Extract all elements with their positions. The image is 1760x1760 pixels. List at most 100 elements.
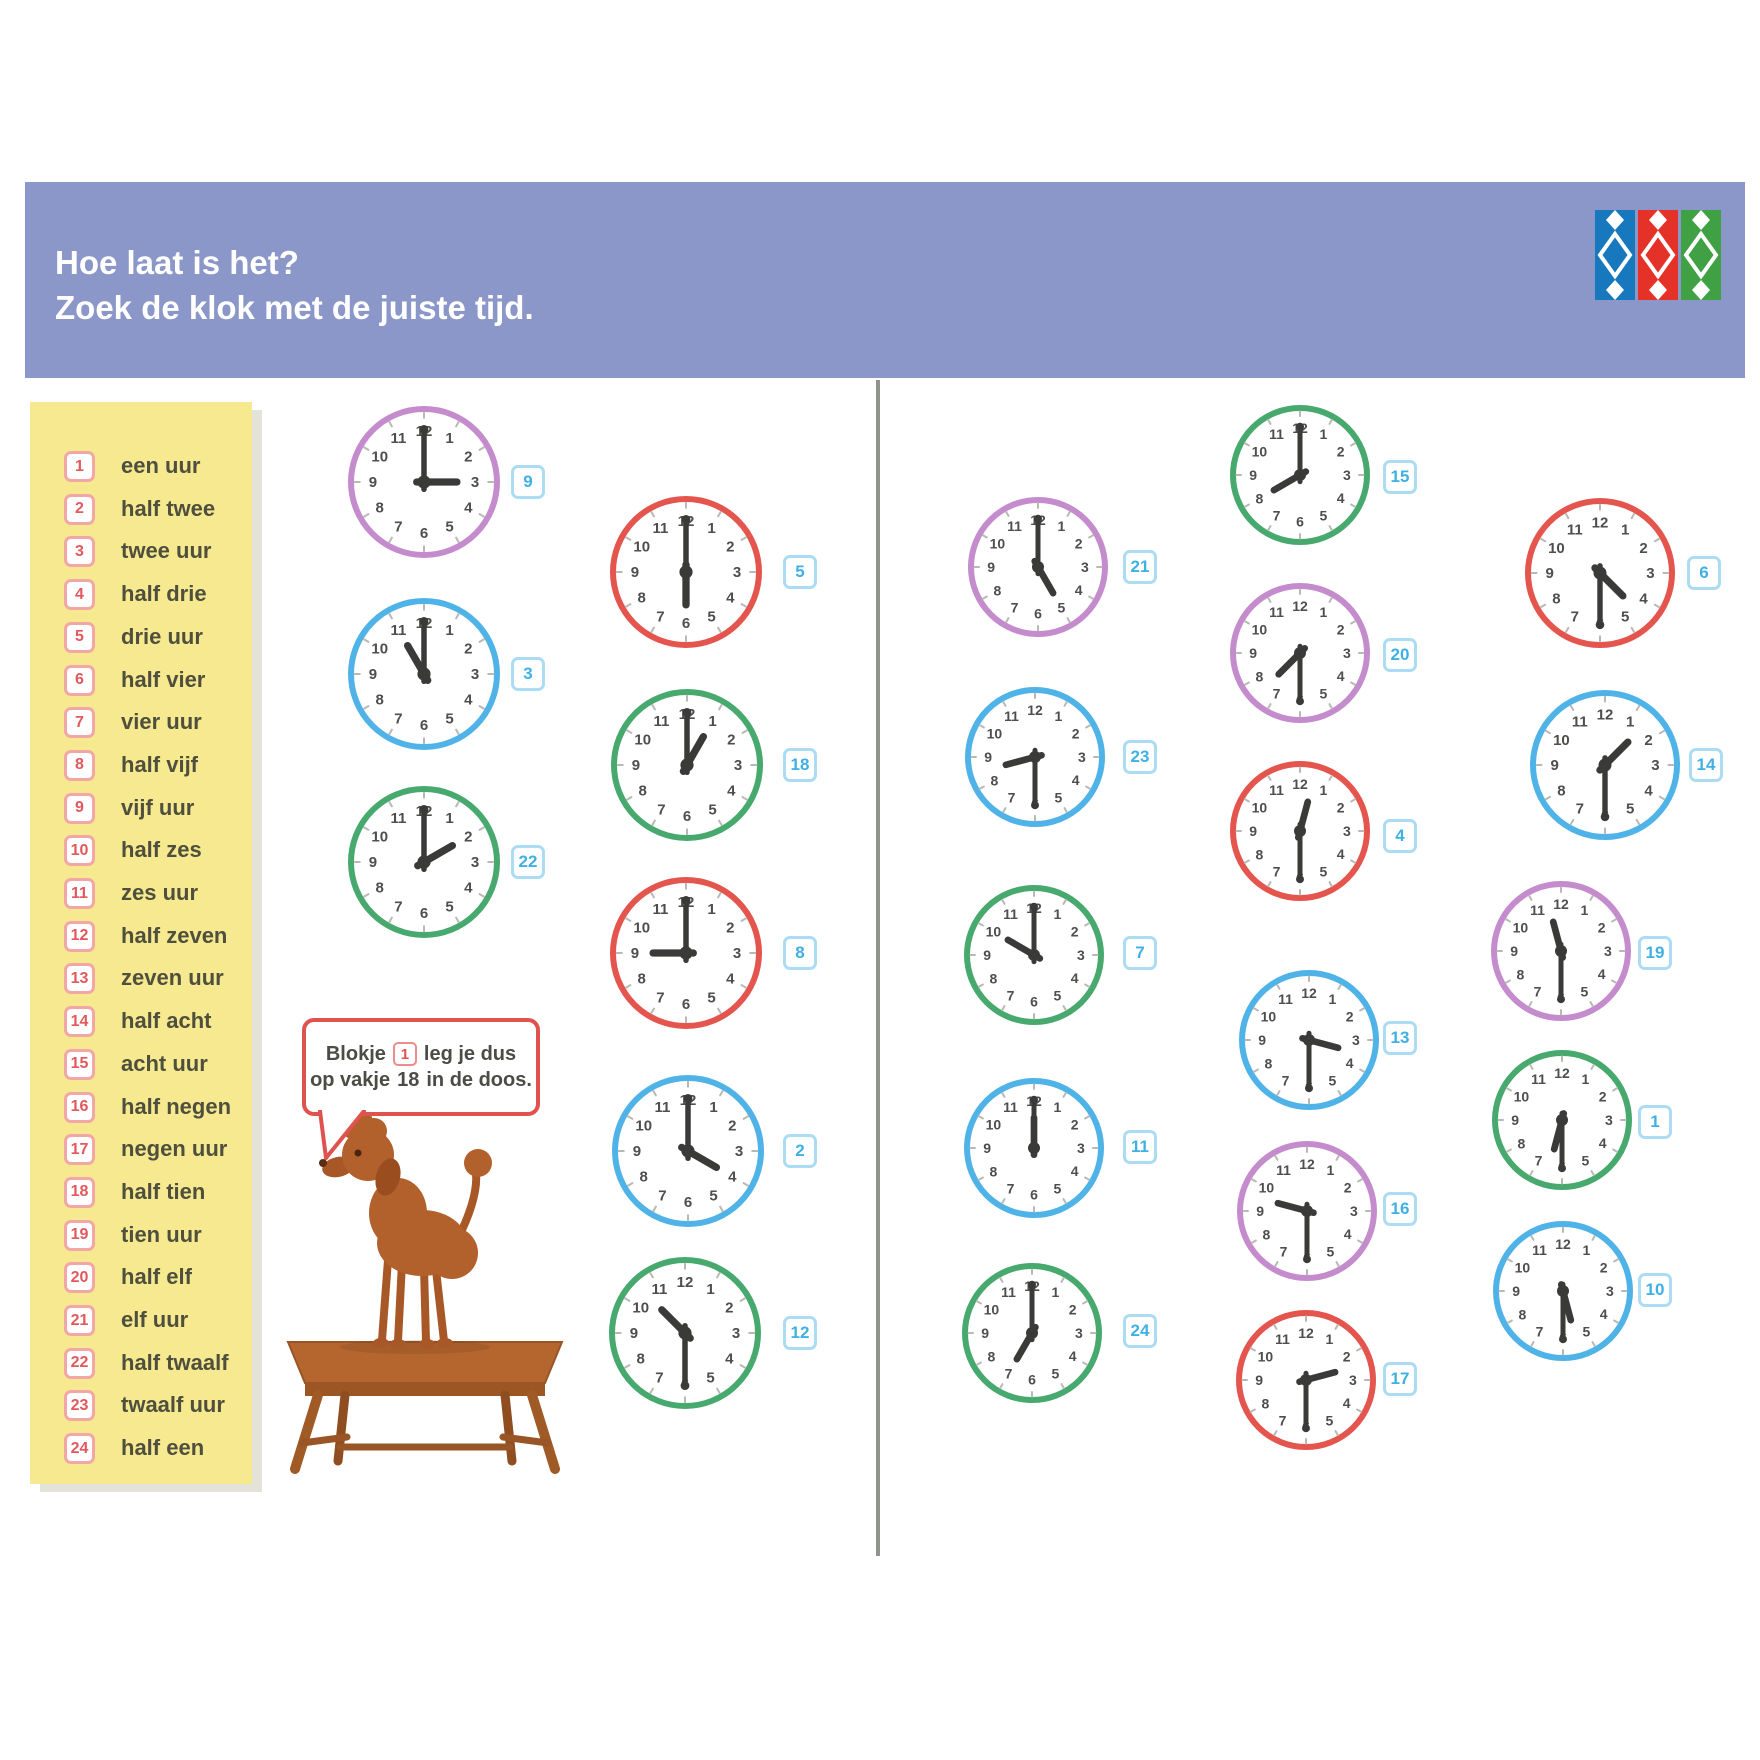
svg-text:1: 1	[1626, 714, 1634, 731]
svg-text:9: 9	[1249, 823, 1257, 839]
svg-text:1: 1	[1054, 1099, 1062, 1115]
answer-box-13: 13	[1383, 1021, 1417, 1055]
svg-text:9: 9	[984, 749, 992, 765]
svg-text:9: 9	[369, 854, 377, 871]
svg-text:8: 8	[994, 582, 1002, 598]
svg-text:8: 8	[376, 880, 384, 897]
svg-text:2: 2	[464, 449, 472, 466]
svg-text:11: 11	[1567, 522, 1583, 539]
legend-item-19: 19 tien uur	[30, 1218, 252, 1254]
legend-item-3: 3 twee uur	[30, 534, 252, 570]
svg-text:3: 3	[1075, 1325, 1083, 1341]
legend-number-badge: 18	[64, 1176, 95, 1208]
svg-text:3: 3	[1078, 749, 1086, 765]
legend-number-badge: 1	[64, 451, 95, 482]
svg-text:5: 5	[1327, 1243, 1335, 1259]
svg-text:4: 4	[1337, 668, 1345, 684]
legend-number-badge: 11	[64, 878, 95, 909]
svg-text:4: 4	[1600, 1306, 1608, 1322]
svg-text:1: 1	[1320, 604, 1328, 620]
svg-text:10: 10	[633, 539, 650, 556]
clock-1-00: 123456789101112	[608, 686, 766, 849]
svg-text:11: 11	[390, 430, 406, 447]
svg-text:7: 7	[655, 1369, 663, 1386]
svg-text:12: 12	[1298, 1325, 1314, 1341]
svg-text:5: 5	[1054, 1180, 1062, 1196]
svg-text:2: 2	[1600, 1259, 1608, 1275]
answer-box-1: 1	[1638, 1105, 1672, 1139]
svg-text:3: 3	[1081, 559, 1089, 575]
legend-time-label: half acht	[121, 1008, 212, 1034]
wooden-table	[286, 1341, 564, 1474]
legend-item-1: 1 een uur	[30, 449, 252, 485]
svg-text:9: 9	[631, 945, 639, 962]
svg-text:8: 8	[990, 970, 998, 986]
svg-text:12: 12	[1554, 1065, 1570, 1081]
svg-text:2: 2	[1071, 1116, 1079, 1132]
legend-time-label: half zes	[121, 837, 202, 863]
legend-item-6: 6 half vier	[30, 663, 252, 699]
svg-text:8: 8	[1256, 490, 1264, 506]
svg-text:10: 10	[633, 920, 650, 937]
clock-7-00: 123456789101112	[959, 1260, 1105, 1411]
bubble-block-badge: 1	[392, 1042, 417, 1066]
svg-text:4: 4	[726, 590, 735, 607]
clock-5-30: 123456789101112	[1490, 1218, 1636, 1369]
svg-text:2: 2	[1071, 923, 1079, 939]
svg-text:4: 4	[1071, 970, 1079, 986]
legend-item-16: 16 half negen	[30, 1090, 252, 1126]
svg-text:3: 3	[1604, 943, 1612, 959]
svg-text:4: 4	[464, 880, 473, 897]
svg-text:8: 8	[1552, 590, 1560, 607]
svg-text:1: 1	[1581, 902, 1589, 918]
svg-text:5: 5	[706, 1369, 714, 1386]
legend-time-label: vijf uur	[121, 794, 195, 820]
svg-text:1: 1	[1327, 1162, 1335, 1178]
legend-number-badge: 4	[64, 579, 95, 611]
svg-text:1: 1	[1055, 708, 1063, 724]
svg-text:5: 5	[1326, 1412, 1334, 1428]
svg-text:2: 2	[464, 829, 472, 846]
legend-item-5: 5 drie uur	[30, 620, 252, 656]
svg-text:11: 11	[651, 1281, 667, 1298]
legend-time-label: tien uur	[121, 1221, 202, 1247]
svg-text:7: 7	[1280, 1243, 1288, 1259]
svg-text:7: 7	[1535, 1152, 1543, 1168]
speech-bubble: Blokje 1 leg je dus op vakje 18 in de do…	[302, 1018, 540, 1116]
legend-item-24: 24 half een	[30, 1431, 252, 1467]
svg-text:5: 5	[1052, 1365, 1060, 1381]
legend-number-badge: 8	[64, 749, 95, 781]
svg-text:4: 4	[1346, 1055, 1354, 1071]
svg-text:2: 2	[728, 1118, 736, 1135]
svg-text:1: 1	[1326, 1331, 1334, 1347]
svg-text:2: 2	[1337, 621, 1345, 637]
answer-box-14: 14	[1689, 748, 1723, 782]
svg-text:4: 4	[1072, 772, 1080, 788]
svg-text:11: 11	[1530, 902, 1545, 918]
poodle	[319, 1106, 492, 1354]
svg-text:10: 10	[1259, 1179, 1275, 1195]
svg-text:2: 2	[725, 1300, 733, 1317]
legend-number-badge: 20	[64, 1262, 95, 1294]
svg-text:10: 10	[632, 1300, 649, 1317]
legend-number-badge: 15	[64, 1048, 95, 1080]
svg-text:11: 11	[654, 1099, 670, 1116]
svg-text:1: 1	[1058, 518, 1066, 534]
svg-text:2: 2	[1599, 1088, 1607, 1104]
svg-text:3: 3	[735, 1143, 743, 1160]
svg-text:9: 9	[1255, 1372, 1263, 1388]
svg-text:4: 4	[1075, 582, 1083, 598]
svg-text:4: 4	[1071, 1163, 1079, 1179]
svg-text:9: 9	[1545, 565, 1553, 582]
svg-text:5: 5	[708, 801, 716, 818]
legend-time-label: half elf	[121, 1264, 192, 1290]
svg-text:6: 6	[1030, 994, 1038, 1010]
svg-text:4: 4	[727, 783, 736, 800]
svg-text:7: 7	[1279, 1412, 1287, 1428]
svg-text:5: 5	[1582, 1152, 1590, 1168]
svg-text:3: 3	[732, 1325, 740, 1342]
dog-photo	[286, 1106, 564, 1474]
svg-text:3: 3	[471, 854, 479, 871]
svg-text:7: 7	[1273, 863, 1281, 879]
svg-text:5: 5	[1583, 1323, 1591, 1339]
